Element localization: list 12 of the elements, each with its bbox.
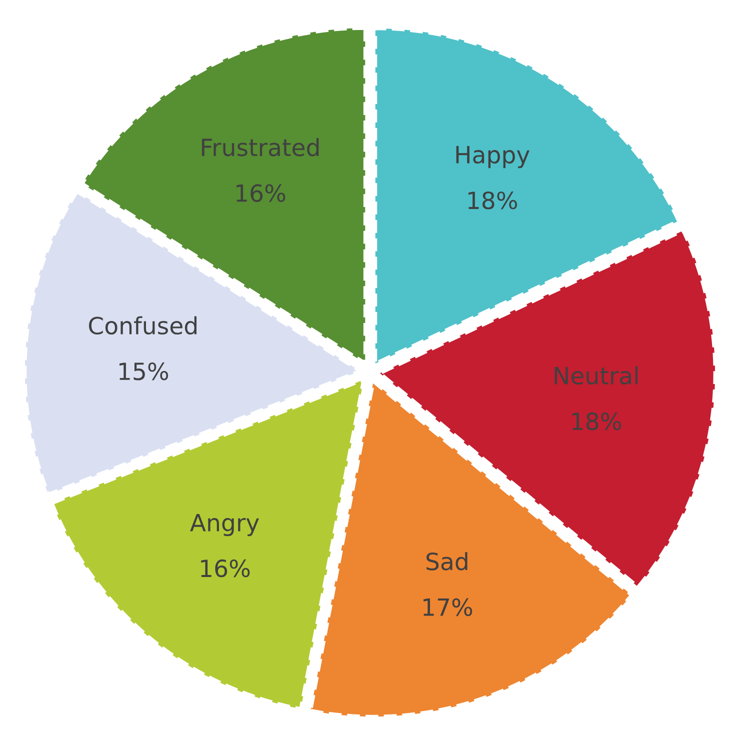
- slice-label: Frustrated: [202, 138, 319, 156]
- slice-label: Neutral: [554, 366, 638, 385]
- slice-label: Happy: [456, 146, 530, 168]
- data-label: 16%: [236, 184, 286, 202]
- slice-label: Angry: [190, 514, 259, 536]
- data-label: 17%: [424, 598, 472, 616]
- slice-label: Sad: [426, 552, 468, 570]
- slice-label: Confused: [88, 316, 196, 335]
- data-label: 18%: [468, 191, 518, 210]
- data-label: 16%: [201, 559, 250, 578]
- data-label: 18%: [572, 412, 622, 430]
- data-label: 15%: [120, 362, 168, 380]
